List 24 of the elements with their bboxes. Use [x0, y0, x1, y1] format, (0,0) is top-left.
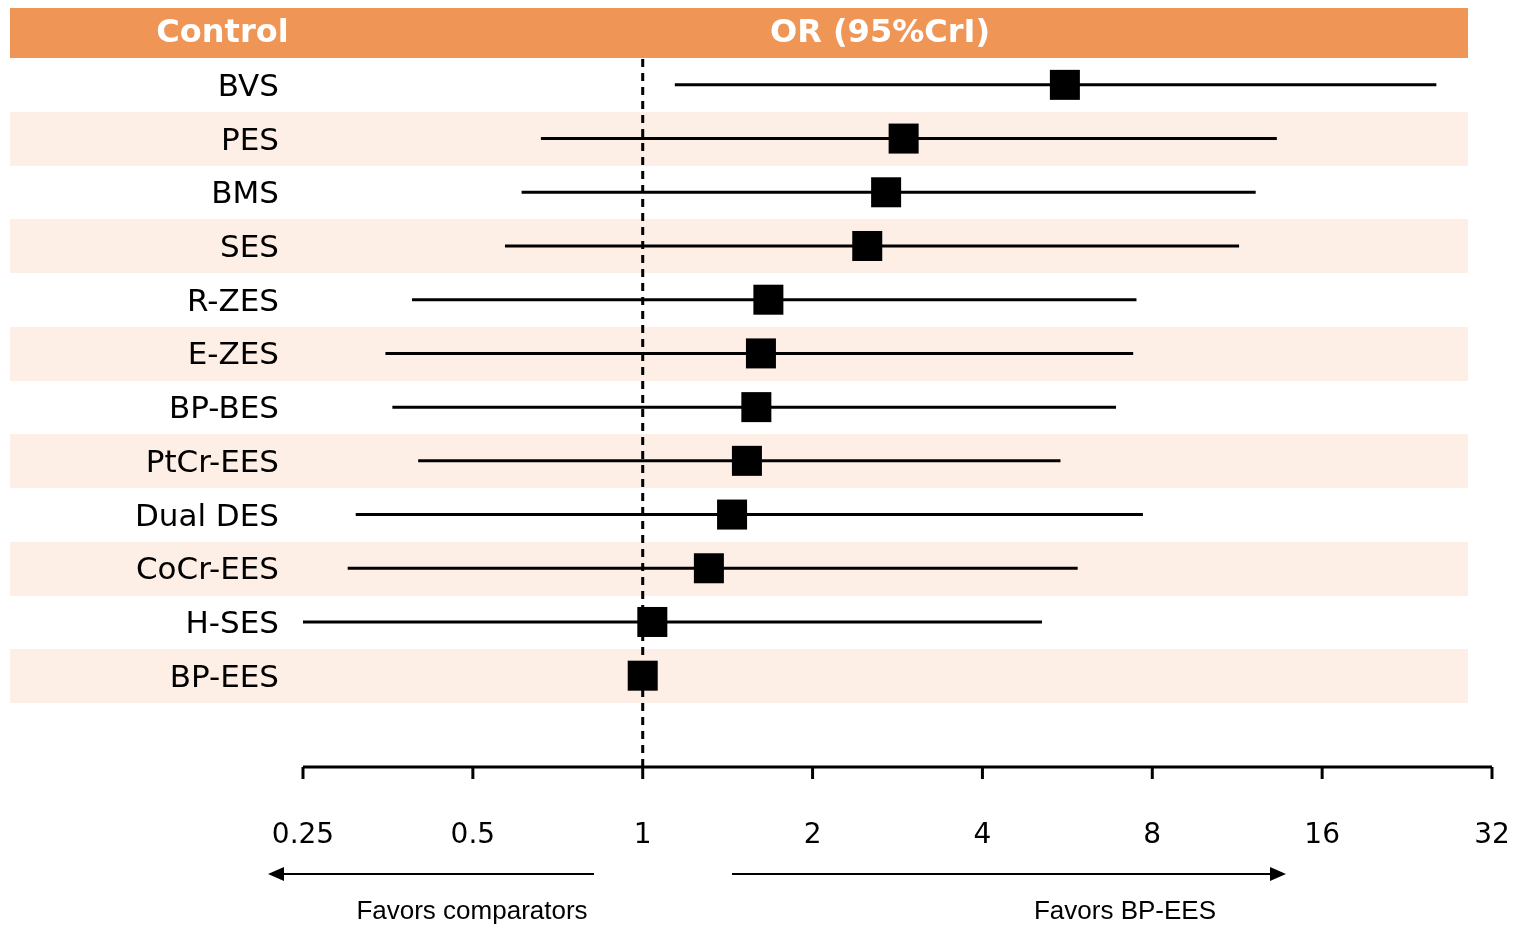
y-tick-label: BVS	[217, 66, 279, 103]
x-tick-label: 0.25	[271, 816, 335, 850]
y-tick-label: PES	[221, 120, 279, 157]
x-tick-label: 2	[803, 816, 822, 850]
y-tick-label: H-SES	[185, 603, 279, 640]
y-tick-label: CoCr-EES	[135, 550, 279, 587]
y-tick-label: BP-BES	[169, 389, 279, 426]
x-tick-label: 1	[633, 816, 652, 850]
x-tick-label: 8	[1143, 816, 1162, 850]
x-axis-title: OR (95%CrI)	[769, 12, 991, 50]
y-tick-label: Dual DES	[134, 496, 279, 533]
y-tick-label: BP-EES	[169, 657, 279, 694]
y-tick-label: R-ZES	[187, 281, 279, 318]
y-tick-label: BMS	[211, 174, 279, 211]
text: Favors comparators	[355, 895, 589, 926]
x-tick-label: 0.5	[450, 816, 496, 850]
y-tick-label: PtCr-EES	[145, 442, 279, 479]
x-tick-label: 32	[1474, 816, 1510, 850]
x-tick-label: 16	[1304, 816, 1340, 850]
y-tick-label: SES	[220, 228, 279, 264]
text: Favors BP-EES	[1032, 895, 1218, 926]
y-tick-label: E-ZES	[187, 335, 279, 372]
x-tick-label: 4	[973, 816, 992, 850]
y-axis-title: Control	[155, 12, 290, 50]
